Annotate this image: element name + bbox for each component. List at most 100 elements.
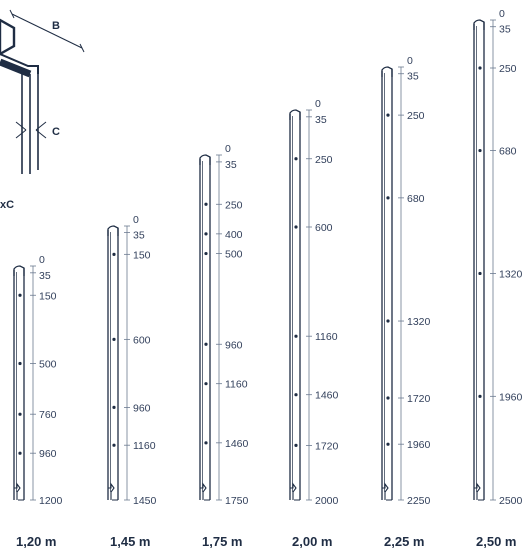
post-5: 0 35 250 680 1320 1720 1960 2250 2,25 m bbox=[381, 55, 431, 549]
tick-label: 960 bbox=[133, 402, 151, 414]
post-cap bbox=[289, 109, 301, 120]
tick-label: 600 bbox=[133, 334, 151, 346]
post-title: 1,45 m bbox=[110, 534, 150, 549]
post-hole bbox=[386, 319, 390, 323]
tick-label: 1720 bbox=[315, 440, 339, 452]
label-c: C bbox=[52, 126, 60, 138]
tick-label: 1960 bbox=[407, 439, 431, 451]
post-hole bbox=[294, 334, 298, 338]
post-hole bbox=[478, 148, 482, 153]
post-hole bbox=[386, 113, 390, 117]
post-hole bbox=[204, 202, 208, 206]
tick-label: 680 bbox=[499, 146, 517, 158]
tick-label: 680 bbox=[407, 193, 425, 205]
post-base bbox=[108, 482, 118, 501]
tick-label: 1320 bbox=[499, 268, 523, 280]
tick-label: 35 bbox=[225, 159, 237, 171]
post-hole bbox=[294, 443, 298, 447]
posts-group: 0 35 150 500 760 960 1200 1,20 m 0 35 150 600 960 116… bbox=[13, 8, 523, 549]
tick-label: 250 bbox=[315, 154, 333, 166]
tick-label: 35 bbox=[499, 24, 511, 36]
post-title: 2,50 m bbox=[476, 534, 516, 549]
tick-label: 1720 bbox=[407, 393, 431, 405]
tick-label: 1160 bbox=[315, 331, 338, 343]
tick-label: 1450 bbox=[133, 495, 157, 507]
tick-label: 500 bbox=[39, 359, 57, 371]
tick-label: 0 bbox=[499, 8, 505, 20]
tick-label: 0 bbox=[225, 143, 231, 155]
tick-label: 760 bbox=[39, 409, 57, 421]
post-hole bbox=[18, 293, 22, 297]
post-3: 0 35 250 400 500 960 1160 1460 1750 1,75 m bbox=[199, 143, 249, 549]
post-title: 2,00 m bbox=[292, 534, 332, 549]
tick-label: 400 bbox=[225, 229, 243, 241]
tick-label: 35 bbox=[39, 270, 51, 282]
post-cap bbox=[13, 265, 25, 276]
post-hole bbox=[112, 252, 116, 256]
tick-label: 1460 bbox=[315, 390, 339, 402]
post-hole bbox=[386, 196, 390, 200]
post-hole bbox=[112, 337, 116, 341]
post-title: 1,75 m bbox=[202, 534, 242, 549]
tick-label: 1960 bbox=[499, 391, 523, 403]
tick-label: 2250 bbox=[407, 495, 431, 507]
tick-label: 250 bbox=[499, 63, 517, 75]
tick-label: 150 bbox=[133, 249, 151, 261]
post-cap bbox=[473, 19, 485, 30]
post-hole bbox=[112, 443, 116, 447]
post-cap bbox=[199, 154, 211, 165]
post-hole bbox=[204, 251, 208, 256]
post-cap bbox=[107, 225, 119, 236]
post-hole bbox=[18, 451, 22, 455]
tick-label: 1460 bbox=[225, 438, 249, 450]
tick-label: 35 bbox=[315, 114, 327, 126]
post-base bbox=[474, 482, 484, 501]
tick-label: 960 bbox=[39, 448, 57, 460]
label-axc: xC bbox=[0, 199, 14, 211]
reference-sketch bbox=[0, 9, 85, 174]
post-title: 1,20 m bbox=[16, 534, 56, 549]
post-6: 0 35 250 680 1320 1960 2500 2,50 m bbox=[473, 8, 523, 549]
tick-label: 1200 bbox=[39, 495, 63, 507]
post-hole bbox=[204, 441, 208, 445]
tick-label: 0 bbox=[315, 98, 321, 110]
tick-label: 0 bbox=[133, 214, 139, 226]
post-title: 2,25 m bbox=[384, 534, 424, 549]
post-cap bbox=[381, 66, 393, 77]
label-b: B bbox=[52, 20, 60, 32]
post-hole bbox=[112, 405, 116, 410]
post-hole bbox=[386, 396, 390, 400]
post-hole bbox=[204, 382, 208, 386]
tick-label: 1320 bbox=[407, 316, 431, 328]
post-2: 0 35 150 600 960 1160 1450 1,45 m bbox=[107, 214, 157, 549]
post-hole bbox=[18, 361, 22, 366]
tick-label: 500 bbox=[225, 249, 243, 261]
tick-label: 2500 bbox=[499, 495, 523, 507]
post-hole bbox=[18, 412, 22, 416]
post-hole bbox=[294, 225, 298, 229]
post-4: 0 35 250 600 1160 1460 1720 2000 2,00 m bbox=[289, 98, 339, 549]
post-hole bbox=[294, 157, 298, 161]
post-base bbox=[290, 482, 300, 501]
post-1: 0 35 150 500 760 960 1200 1,20 m bbox=[13, 254, 63, 549]
post-hole bbox=[386, 442, 390, 446]
tick-label: 1750 bbox=[225, 495, 249, 507]
post-hole bbox=[204, 342, 208, 346]
tick-label: 35 bbox=[133, 230, 145, 242]
post-hole bbox=[478, 271, 482, 276]
tick-label: 35 bbox=[407, 71, 419, 83]
tick-label: 0 bbox=[39, 254, 45, 266]
tick-label: 2000 bbox=[315, 495, 339, 507]
tick-label: 150 bbox=[39, 290, 57, 302]
post-hole bbox=[294, 393, 298, 397]
tick-label: 960 bbox=[225, 339, 243, 351]
post-hole bbox=[478, 394, 482, 398]
post-base bbox=[14, 482, 24, 501]
post-base bbox=[382, 482, 392, 501]
post-base bbox=[200, 482, 210, 501]
tick-label: 250 bbox=[225, 199, 243, 211]
tick-label: 1160 bbox=[133, 440, 156, 452]
post-hole bbox=[478, 66, 482, 70]
tick-label: 0 bbox=[407, 55, 413, 67]
